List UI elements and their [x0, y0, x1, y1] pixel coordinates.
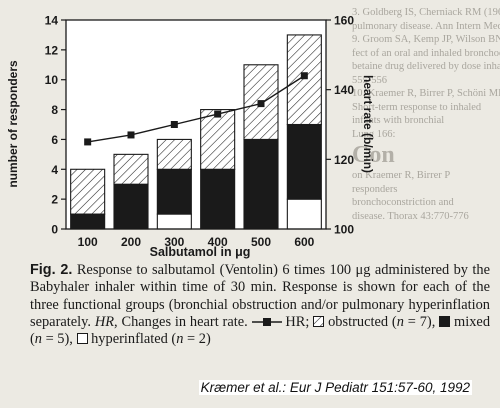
- hr-point: [170, 121, 178, 128]
- bg-line: Lung 166:: [352, 128, 396, 140]
- hr-point: [214, 110, 222, 118]
- bg-line: 9. Groom SA, Kemp JP, Wilson BN: [352, 34, 500, 45]
- x-tick-label: 500: [251, 235, 271, 249]
- legend-n: n: [176, 331, 184, 348]
- bar-mixed: [286, 123, 322, 200]
- bg-line: 555-556: [352, 74, 387, 86]
- y-tick-label: 0: [51, 223, 58, 237]
- legend-n: n: [34, 331, 42, 348]
- obstructed-legend-icon: [313, 315, 325, 327]
- legend-mixed-n: = 5),: [42, 331, 73, 348]
- hyperinflated-legend-icon: [76, 333, 88, 345]
- hr-line-group: [84, 72, 308, 146]
- caption-text: Response to salbutamol (Ventolin) 6 time…: [30, 262, 491, 330]
- bar-mixed: [113, 183, 149, 230]
- bg-line: responders: [352, 183, 398, 195]
- caption-text: , Changes in heart rate.: [114, 313, 252, 330]
- hr-point: [84, 138, 92, 146]
- bg-line: bronchoconstriction and: [352, 197, 454, 208]
- y-axis-label: number of responders: [6, 60, 20, 188]
- axes-group: 0 2 4 6 8 10 12 14 100 120 140 160 100 200 300 400 500 60…: [45, 14, 355, 250]
- bar-mixed: [243, 138, 279, 230]
- y2-tick-label: 100: [334, 223, 354, 237]
- bg-line: betaine drug delivered by dose inhaler. …: [352, 61, 500, 72]
- bg-line: infants with bronchial: [352, 115, 445, 126]
- y2-axis-label: heart rate (b/min): [361, 75, 375, 173]
- bg-line: on Kraemer R, Birrer P: [352, 170, 451, 181]
- caption-hr-abbr: HR: [94, 313, 115, 330]
- citation: Kræmer et al.: Eur J Pediatr 151:57-60, …: [198, 380, 472, 395]
- y2-tick-label: 120: [334, 153, 354, 167]
- bar-mixed: [70, 213, 106, 230]
- legend-n: n: [396, 313, 404, 330]
- bar-obstructed: [70, 168, 106, 215]
- figure-label: Fig. 2.: [30, 262, 73, 278]
- bg-line: disease. Thorax 43:770-776: [352, 210, 469, 222]
- bg-line: 10. Kraemer R, Birrer P, Schöni MH (19: [352, 88, 500, 99]
- bg-line: fect of an oral and inhaled bronchodilat…: [352, 47, 500, 59]
- bar-obstructed: [286, 34, 322, 126]
- x-tick-label: 300: [164, 235, 184, 249]
- bg-line: 3. Goldberg IS, Cherniack RM (1965): [352, 7, 500, 18]
- background-page-text: 3. Goldberg IS, Cherniack RM (1965) pulm…: [352, 6, 500, 223]
- bar-mixed: [200, 168, 236, 230]
- bar-obstructed: [200, 109, 236, 170]
- y-tick-label: 4: [51, 163, 58, 177]
- mixed-legend-icon: [439, 315, 451, 327]
- legend-hyperinflated-n: = 2): [183, 331, 211, 348]
- bg-line: pulmonary disease. Ann Intern Med 133 :: [352, 20, 500, 32]
- hr-line: [87, 75, 305, 143]
- legend-obstructed: obstructed (: [324, 313, 397, 330]
- bar-obstructed: [113, 153, 149, 185]
- chart: 0 2 4 6 8 10 12 14 100 120 140 160 100 200 300 400 500 60…: [6, 14, 375, 260]
- y2-tick-label: 160: [334, 14, 354, 28]
- bars-group: [70, 34, 322, 230]
- hr-point: [257, 100, 265, 108]
- x-tick-label: 100: [78, 235, 98, 249]
- bg-line: Short-term response to inhaled: [352, 101, 482, 113]
- legend-hyperinflated: hyperinflated (: [87, 331, 177, 348]
- y-tick-label: 8: [51, 103, 58, 117]
- legend-obstructed-n: = 7),: [403, 313, 440, 330]
- legend-hr: HR;: [281, 313, 314, 330]
- x-tick-label: 200: [121, 235, 141, 249]
- y-tick-label: 10: [45, 73, 59, 87]
- y-tick-label: 14: [45, 14, 59, 28]
- x-tick-label: 400: [208, 235, 228, 249]
- y-tick-label: 12: [45, 43, 59, 57]
- y-tick-label: 2: [51, 193, 58, 207]
- plot-area: [66, 20, 326, 229]
- bar-hyperinflated: [286, 198, 322, 230]
- bar-mixed: [156, 168, 192, 215]
- hr-point: [127, 131, 135, 139]
- figure-caption: Fig. 2. Response to salbutamol (Ventolin…: [30, 262, 490, 348]
- legend-mixed: mixed (: [30, 313, 491, 348]
- x-tick-label: 600: [294, 235, 314, 249]
- bg-heading: Con: [352, 142, 395, 168]
- y2-tick-label: 140: [334, 83, 354, 97]
- y-tick-label: 6: [51, 133, 58, 147]
- hr-point: [300, 72, 308, 80]
- bar-obstructed: [156, 138, 192, 170]
- hr-line-legend-icon: [251, 317, 282, 326]
- plot-frame: [65, 19, 327, 230]
- bar-hyperinflated: [156, 213, 192, 230]
- x-axis-label: Salbutamol in μg: [150, 245, 251, 259]
